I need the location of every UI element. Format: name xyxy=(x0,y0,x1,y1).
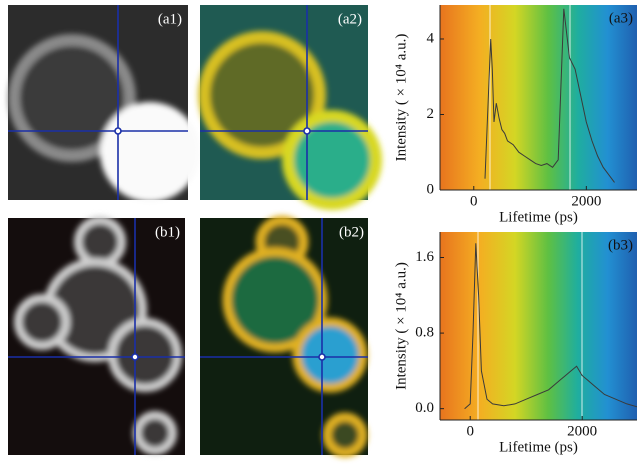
panel-label: (a1) xyxy=(158,11,182,27)
image-a1: (a1) xyxy=(8,5,200,202)
figure: (a1) (a2) (b1) (b2) 02402000Lifetime (ps… xyxy=(0,0,637,464)
y-tick-label: 1.6 xyxy=(415,249,434,265)
y-tick-label: 0 xyxy=(427,181,435,197)
y-axis-label: Intensity ( × 10⁴ a.u.) xyxy=(393,262,409,390)
panel-label: (b3) xyxy=(608,237,633,253)
x-axis-label: Lifetime (ps) xyxy=(499,209,578,225)
panel-label: (a2) xyxy=(338,11,362,27)
panel-label: (a3) xyxy=(609,10,633,26)
x-tick-label: 2000 xyxy=(567,423,597,439)
panel-label: (b2) xyxy=(339,224,364,240)
y-tick-label: 2 xyxy=(427,106,435,122)
y-tick-label: 0.8 xyxy=(415,325,434,341)
x-tick-label: 0 xyxy=(470,193,478,209)
x-tick-label: 2000 xyxy=(571,193,601,209)
y-tick-label: 4 xyxy=(427,30,435,46)
plot-background xyxy=(440,5,637,190)
image-b2: (b2) xyxy=(200,218,368,455)
image-b1: (b1) xyxy=(8,218,185,455)
y-axis-label: Intensity ( × 10⁴ a.u.) xyxy=(393,34,409,162)
panel-label: (b1) xyxy=(155,224,180,240)
x-tick-label: 0 xyxy=(466,423,474,439)
plot-background xyxy=(440,232,637,420)
image-a2: (a2) xyxy=(200,5,376,204)
x-axis-label: Lifetime (ps) xyxy=(499,439,578,455)
y-tick-label: 0.0 xyxy=(415,400,434,416)
